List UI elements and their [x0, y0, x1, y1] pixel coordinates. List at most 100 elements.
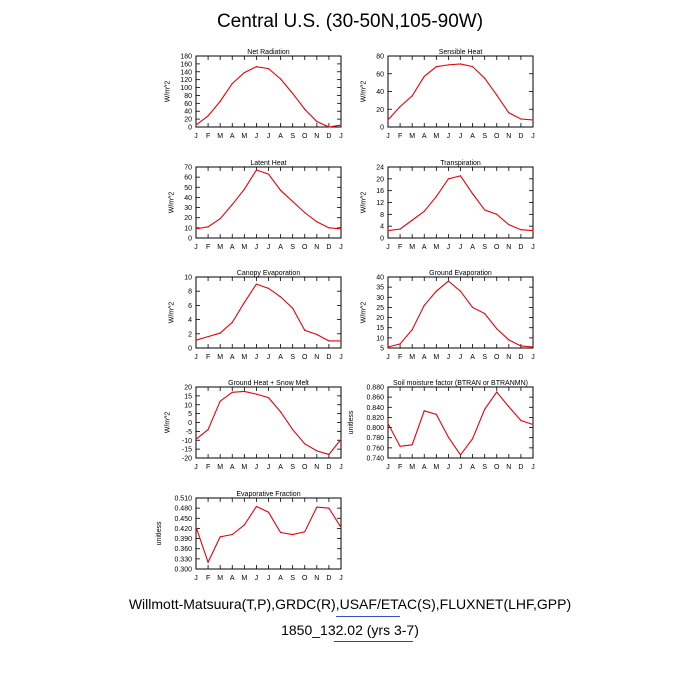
y-tick-label: 50 — [184, 185, 192, 192]
x-tick-label: J — [255, 575, 259, 582]
data-point — [219, 400, 221, 402]
data-point — [411, 444, 413, 446]
data-point — [207, 336, 209, 338]
data-point — [292, 92, 294, 95]
y-tick-label: 30 — [376, 295, 384, 302]
y-tick-label: 0.840 — [366, 405, 384, 412]
data-point — [471, 306, 474, 309]
y-tick-label: -5 — [186, 429, 192, 436]
chart-panel: J F M A M J J A S O N D J0.3000.3300.3600.3900.4200.… — [156, 491, 343, 582]
data-point — [340, 228, 342, 230]
data-point — [399, 228, 401, 230]
x-tick-label: M — [217, 464, 223, 471]
y-tick-label: 180 — [180, 54, 192, 61]
x-tick-label: F — [398, 354, 402, 361]
y-tick-label: 20 — [376, 107, 384, 114]
chart-panel: J F M A M J J A S O N D J04812162024TranspirationW/m… — [361, 160, 535, 251]
y-tick-label: 80 — [184, 93, 192, 100]
y-axis-label: W/m^2 — [361, 302, 368, 324]
data-point — [471, 66, 474, 68]
y-tick-label: 0.880 — [366, 385, 384, 392]
data-point — [520, 118, 522, 120]
data-point — [267, 173, 270, 175]
data-point — [316, 450, 318, 452]
x-tick-label: D — [326, 575, 331, 582]
y-tick-label: 16 — [376, 188, 384, 195]
x-tick-label: A — [470, 244, 475, 251]
x-tick-label: A — [230, 575, 235, 582]
x-tick-label: S — [290, 133, 295, 140]
data-point — [423, 210, 425, 212]
x-tick-label: J — [447, 244, 451, 251]
data-point — [207, 429, 209, 431]
data-point — [255, 283, 258, 285]
x-tick-label: J — [447, 133, 451, 140]
data-point — [219, 332, 221, 334]
x-tick-label: J — [459, 244, 463, 251]
y-tick-label: 0.300 — [174, 567, 192, 574]
data-point — [411, 95, 413, 97]
y-tick-label: 160 — [180, 61, 192, 68]
data-point — [255, 505, 258, 508]
x-tick-label: J — [255, 133, 259, 140]
y-tick-label: 2 — [188, 331, 192, 338]
data-point — [411, 219, 413, 221]
x-tick-label: O — [302, 244, 308, 251]
y-tick-label: 30 — [184, 205, 192, 212]
y-tick-label: 35 — [376, 285, 384, 292]
y-tick-label: 20 — [184, 385, 192, 392]
y-tick-label: 0.390 — [174, 536, 192, 543]
y-tick-label: 70 — [184, 165, 192, 172]
y-tick-label: 0 — [188, 346, 192, 353]
y-tick-label: -10 — [182, 438, 192, 445]
data-point — [292, 200, 294, 203]
y-tick-label: 0.740 — [366, 456, 384, 463]
y-axis-label: unitless — [156, 521, 163, 545]
x-tick-label: M — [217, 575, 223, 582]
data-point — [267, 511, 270, 513]
x-tick-label: A — [278, 244, 283, 251]
y-tick-label: 0.330 — [174, 556, 192, 563]
y-tick-label: -20 — [182, 456, 192, 463]
x-tick-label: A — [230, 354, 235, 361]
x-tick-label: A — [278, 133, 283, 140]
x-tick-label: M — [241, 244, 247, 251]
data-point — [328, 340, 330, 342]
y-tick-label: 20 — [376, 315, 384, 322]
data-point — [484, 408, 486, 410]
y-tick-label: 24 — [376, 165, 384, 172]
y-tick-label: 6 — [188, 303, 192, 310]
data-point — [243, 301, 245, 304]
series-line — [387, 391, 534, 456]
x-tick-label: A — [278, 354, 283, 361]
y-tick-label: 8 — [188, 289, 192, 296]
data-point — [219, 536, 221, 538]
x-tick-label: M — [409, 464, 415, 471]
data-point — [459, 454, 462, 456]
x-tick-label: M — [433, 464, 439, 471]
y-tick-label: 0.800 — [366, 425, 384, 432]
data-point — [279, 189, 282, 191]
y-axis-label: unitless — [348, 410, 355, 434]
x-tick-label: N — [314, 575, 319, 582]
data-point — [447, 280, 450, 282]
x-tick-label: S — [290, 464, 295, 471]
y-axis-label: W/m^2 — [169, 192, 176, 214]
data-point — [399, 105, 401, 108]
x-tick-label: F — [206, 133, 210, 140]
data-point — [243, 71, 245, 74]
x-tick-label: J — [386, 354, 390, 361]
y-tick-label: 80 — [376, 54, 384, 61]
data-point — [231, 203, 233, 206]
x-tick-label: A — [230, 133, 235, 140]
y-tick-label: 60 — [184, 175, 192, 182]
y-tick-label: 0 — [380, 236, 384, 243]
data-point — [292, 307, 294, 309]
data-point — [231, 321, 233, 324]
panel-title: Evaporative Fraction — [236, 491, 300, 498]
y-tick-label: 0.760 — [366, 445, 384, 452]
data-point — [435, 195, 437, 198]
y-tick-label: 0.450 — [174, 516, 192, 523]
